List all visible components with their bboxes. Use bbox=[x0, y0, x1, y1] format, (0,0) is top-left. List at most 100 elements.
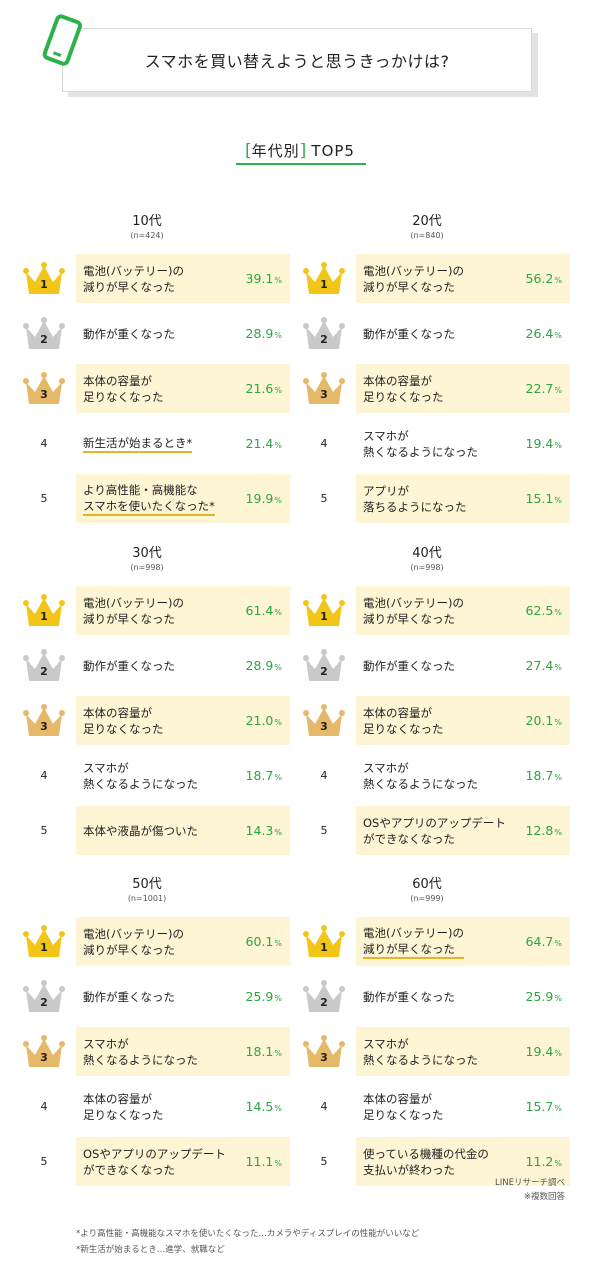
ranking-row: 1 電池(バッテリー)の 減りが早くなった 56.2% bbox=[296, 254, 570, 303]
sample-size: (n=1001) bbox=[127, 894, 167, 903]
percentage-unit: % bbox=[274, 718, 282, 727]
age-group-panel: 40代 (n=998) 1 電池(バッテリー)の 減りが早くなった 62.5% 2 動作が重… bbox=[296, 542, 570, 861]
reason-label: 新生活が始まるとき* bbox=[83, 435, 193, 453]
percentage-unit: % bbox=[554, 718, 562, 727]
section-title-suffix: TOP5 bbox=[311, 142, 355, 160]
footnote: *より高性能・高機能なスマホを使いたくなった…カメラやディスプレイの性能がいいな… bbox=[76, 1229, 420, 1239]
crown-icon: 2 bbox=[16, 309, 72, 358]
rank-number: 3 bbox=[320, 1051, 328, 1064]
percentage-value: 21.6 bbox=[245, 381, 274, 396]
reason-cell: 動作が重くなった 28.9% bbox=[76, 641, 290, 690]
rank-number: 4 bbox=[40, 1100, 48, 1113]
rank-number: 1 bbox=[40, 278, 48, 291]
rank-number: 5 bbox=[40, 1155, 48, 1168]
reason-label: 動作が重くなった bbox=[363, 989, 455, 1004]
reason-label: 電池(バッテリー)の 減りが早くなった bbox=[83, 595, 184, 626]
reason-label: 本体の容量が 足りなくなった bbox=[83, 373, 164, 404]
sample-size: (n=424) bbox=[130, 231, 164, 240]
percentage: 60.1% bbox=[246, 934, 282, 949]
percentage-unit: % bbox=[274, 441, 282, 450]
rank-number: 2 bbox=[320, 665, 328, 678]
ranking-row: 1 電池(バッテリー)の 減りが早くなった 39.1% bbox=[16, 254, 290, 303]
reason-label: 本体の容量が 足りなくなった bbox=[83, 1091, 164, 1122]
ranking-row: 2 動作が重くなった 25.9% bbox=[296, 972, 562, 1021]
ranking-row: 1 電池(バッテリー)の 減りが早くなった 64.7% bbox=[296, 917, 570, 966]
percentage: 27.4% bbox=[526, 658, 562, 673]
rank-badge: 5 bbox=[296, 806, 352, 855]
ranking-row: 5 使っている機種の代金の 支払いが終わった 11.2% bbox=[296, 1137, 570, 1186]
percentage: 25.9% bbox=[526, 989, 562, 1004]
percentage-value: 12.8 bbox=[525, 823, 554, 838]
reason-label: スマホが 熱くなるようになった bbox=[83, 760, 198, 791]
rank-number: 5 bbox=[320, 492, 328, 505]
age-group-label: 40代 bbox=[412, 546, 442, 561]
percentage-value: 19.9 bbox=[245, 491, 274, 506]
rank-badge: 5 bbox=[296, 1137, 352, 1186]
reason-label: 電池(バッテリー)の 減りが早くなった bbox=[83, 263, 184, 294]
reason-cell: 本体の容量が 足りなくなった 22.7% bbox=[356, 364, 570, 413]
percentage: 18.7% bbox=[526, 768, 562, 783]
crown-icon: 3 bbox=[296, 364, 352, 413]
reason-cell: 電池(バッテリー)の 減りが早くなった 60.1% bbox=[76, 917, 290, 966]
ranking-row: 2 動作が重くなった 27.4% bbox=[296, 641, 562, 690]
percentage: 11.2% bbox=[526, 1154, 562, 1169]
crown-icon: 2 bbox=[296, 309, 352, 358]
page-title: スマホを買い替えようと思うきっかけは? bbox=[144, 52, 450, 71]
reason-cell: 本体の容量が 足りなくなった 15.7% bbox=[356, 1082, 570, 1131]
percentage-value: 18.7 bbox=[245, 768, 274, 783]
ranking-row: 5 OSやアプリのアップデート ができなくなった 11.1% bbox=[16, 1137, 290, 1186]
reason-cell: 動作が重くなった 27.4% bbox=[356, 641, 570, 690]
reason-label: 本体の容量が 足りなくなった bbox=[363, 373, 444, 404]
sample-size: (n=840) bbox=[410, 231, 444, 240]
reason-label: 電池(バッテリー)の 減りが早くなった bbox=[83, 926, 184, 957]
rank-badge: 4 bbox=[296, 1082, 352, 1131]
rank-badge: 4 bbox=[16, 1082, 72, 1131]
percentage-value: 27.4 bbox=[525, 658, 554, 673]
footnotes: *より高性能・高機能なスマホを使いたくなった…カメラやディスプレイの性能がいいな… bbox=[76, 1226, 419, 1258]
reason-label: より高性能・高機能な スマホを使いたくなった* bbox=[83, 482, 215, 516]
percentage-unit: % bbox=[274, 773, 282, 782]
crown-icon: 2 bbox=[16, 641, 72, 690]
reason-cell: 本体の容量が 足りなくなった 21.0% bbox=[76, 696, 290, 745]
reason-label: アプリが 落ちるようになった bbox=[363, 483, 467, 514]
ranking-row: 5 より高性能・高機能な スマホを使いたくなった* 19.9% bbox=[16, 474, 290, 523]
ranking-row: 3 スマホが 熱くなるようになった 18.1% bbox=[16, 1027, 290, 1076]
percentage: 18.7% bbox=[246, 768, 282, 783]
percentage-value: 15.7 bbox=[525, 1099, 554, 1114]
rank-badge: 4 bbox=[16, 751, 72, 800]
percentage: 19.4% bbox=[526, 436, 562, 451]
rank-number: 2 bbox=[320, 996, 328, 1009]
percentage-unit: % bbox=[554, 1049, 562, 1058]
section-title: [年代別] TOP5 bbox=[0, 140, 600, 161]
rank-number: 5 bbox=[40, 824, 48, 837]
reason-cell: 電池(バッテリー)の 減りが早くなった 56.2% bbox=[356, 254, 570, 303]
reason-cell: 本体の容量が 足りなくなった 20.1% bbox=[356, 696, 570, 745]
age-group-panel: 20代 (n=840) 1 電池(バッテリー)の 減りが早くなった 56.2% 2 動作が重… bbox=[296, 210, 570, 529]
age-group-label: 20代 bbox=[412, 214, 442, 229]
percentage: 19.4% bbox=[526, 1044, 562, 1059]
reason-cell: 動作が重くなった 25.9% bbox=[76, 972, 290, 1021]
percentage: 28.9% bbox=[246, 326, 282, 341]
rank-number: 1 bbox=[40, 610, 48, 623]
age-group-label: 30代 bbox=[132, 546, 162, 561]
reason-label: OSやアプリのアップデート ができなくなった bbox=[363, 815, 506, 846]
ranking-row: 2 動作が重くなった 28.9% bbox=[16, 309, 282, 358]
percentage: 12.8% bbox=[526, 823, 562, 838]
percentage: 39.1% bbox=[246, 271, 282, 286]
crown-icon: 3 bbox=[16, 696, 72, 745]
percentage: 22.7% bbox=[526, 381, 562, 396]
reason-label: スマホが 熱くなるようになった bbox=[363, 1036, 478, 1067]
sample-size: (n=999) bbox=[410, 894, 444, 903]
percentage-value: 14.5 bbox=[245, 1099, 274, 1114]
percentage-unit: % bbox=[274, 663, 282, 672]
rank-number: 3 bbox=[320, 388, 328, 401]
reason-cell: スマホが 熱くなるようになった 18.7% bbox=[356, 751, 570, 800]
reason-label: 電池(バッテリー)の 減りが早くなった bbox=[363, 925, 464, 959]
bracket-close: ] bbox=[299, 141, 307, 161]
percentage: 21.6% bbox=[246, 381, 282, 396]
rank-number: 1 bbox=[40, 941, 48, 954]
percentage-unit: % bbox=[274, 331, 282, 340]
rank-number: 2 bbox=[320, 333, 328, 346]
ranking-row: 3 本体の容量が 足りなくなった 21.0% bbox=[16, 696, 290, 745]
rank-number: 5 bbox=[320, 1155, 328, 1168]
